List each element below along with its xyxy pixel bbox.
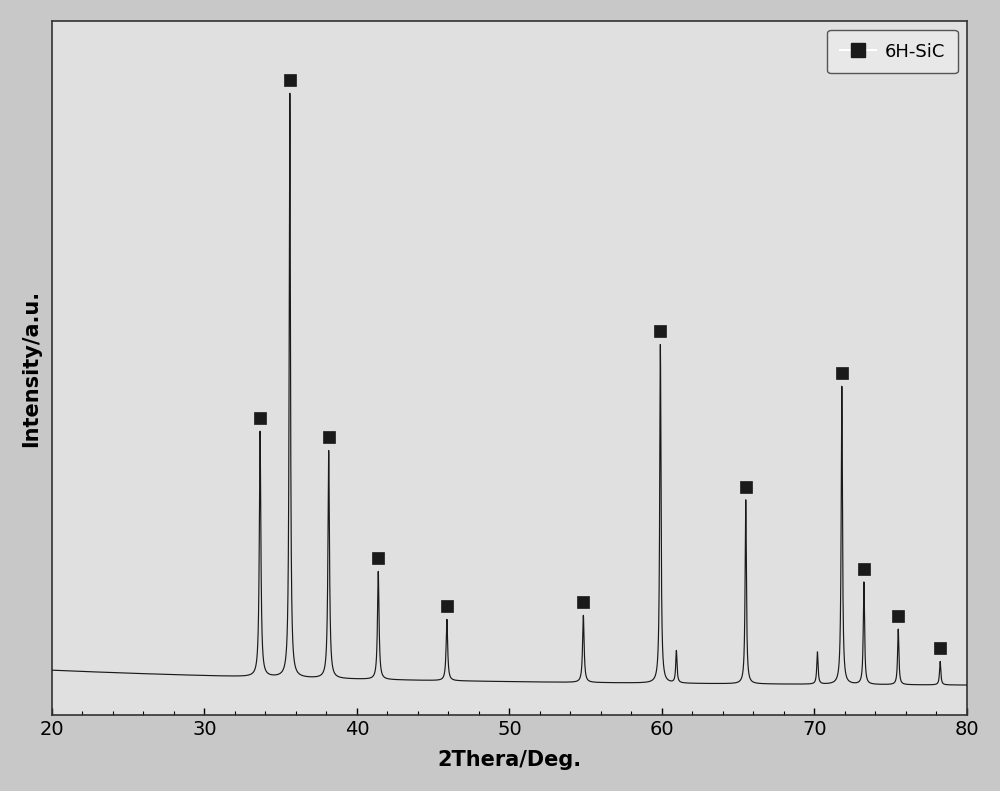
X-axis label: 2Thera/Deg.: 2Thera/Deg. [437,750,581,770]
Legend: 6H-SiC: 6H-SiC [827,30,958,73]
Y-axis label: Intensity/a.u.: Intensity/a.u. [21,290,41,447]
